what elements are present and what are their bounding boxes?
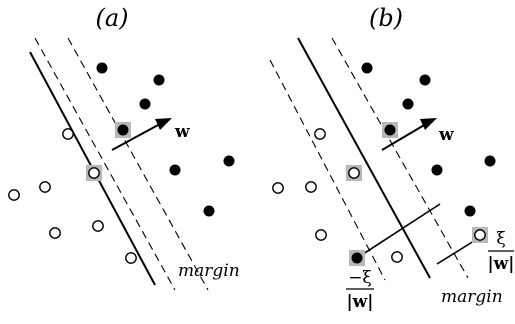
- positive-point: [419, 74, 431, 86]
- negative-point-slack: [474, 229, 486, 241]
- panel-a-lower-margin-line: [34, 37, 176, 291]
- slack-neg-numerator: −ξ: [348, 268, 372, 288]
- panel-b-margin-label: margin: [441, 287, 503, 307]
- panel-b-decision-boundary: [297, 37, 431, 279]
- panel-a-margin-label: margin: [178, 261, 240, 281]
- panel-b-class-negative: [272, 128, 486, 263]
- positive-point: [223, 155, 235, 167]
- panel-b-w-label: w: [438, 125, 454, 145]
- positive-point: [96, 62, 108, 74]
- positive-point: [464, 205, 476, 217]
- panel-b: (b) w: [269, 4, 515, 312]
- panel-a-w-label: w: [174, 122, 190, 142]
- positive-point: [139, 98, 151, 110]
- slack-neg-denominator: |w|: [346, 292, 373, 312]
- negative-point: [272, 182, 284, 194]
- negative-point: [391, 251, 403, 263]
- panel-a-upper-margin-line: [67, 37, 209, 291]
- slack-pos-denominator: |w|: [487, 254, 514, 274]
- positive-point-misclassified: [351, 252, 363, 264]
- positive-point: [153, 74, 165, 86]
- negative-point: [125, 252, 137, 264]
- panel-b-slack-label-positive: ξ |w|: [487, 229, 514, 274]
- negative-point: [49, 227, 61, 239]
- positive-point: [431, 164, 443, 176]
- negative-point: [348, 167, 360, 179]
- panel-a-class-positive: [96, 62, 235, 217]
- positive-point: [203, 205, 215, 217]
- negative-point: [315, 229, 327, 241]
- positive-point: [361, 62, 373, 74]
- panel-b-slack-segment-negative: [356, 203, 441, 259]
- panel-b-title: (b): [369, 4, 403, 32]
- negative-point: [39, 181, 51, 193]
- panel-b-upper-margin-line: [331, 37, 469, 279]
- panel-a: (a) w margin: [8, 4, 240, 291]
- panel-b-slack-label-negative: −ξ |w|: [346, 268, 374, 312]
- negative-point: [62, 128, 74, 140]
- positive-point: [484, 155, 496, 167]
- positive-point: [384, 124, 396, 136]
- panel-a-class-negative: [8, 128, 137, 264]
- panel-a-title: (a): [95, 4, 128, 32]
- negative-point: [92, 220, 104, 232]
- positive-point: [117, 124, 129, 136]
- negative-point: [8, 189, 20, 201]
- positive-point: [169, 164, 181, 176]
- negative-point: [305, 181, 317, 193]
- panel-a-w-arrowhead: [155, 118, 172, 130]
- negative-point: [314, 128, 326, 140]
- panel-b-lower-margin-line: [269, 59, 386, 281]
- panel-b-w-arrowhead: [420, 118, 437, 130]
- negative-point: [88, 167, 100, 179]
- slack-pos-numerator: ξ: [496, 229, 505, 249]
- positive-point: [402, 98, 414, 110]
- panel-a-w-vector: [111, 123, 161, 151]
- panel-b-class-positive: [351, 62, 496, 264]
- panel-b-w-vector: [381, 123, 427, 151]
